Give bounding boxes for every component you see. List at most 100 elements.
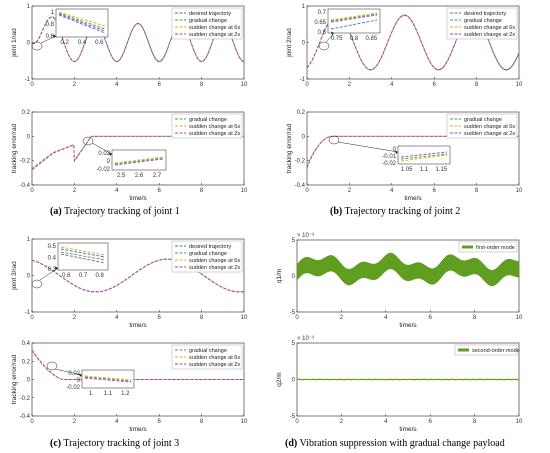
a-top-zoom-circle (31, 41, 43, 51)
b-bot-legend-box (446, 113, 518, 139)
caption-d: (d) Vibration suppression with gradual c… (285, 438, 505, 449)
c-top-xtick-label: 8 (200, 315, 204, 321)
a-top-inset-xtick: 0.2 (60, 40, 69, 46)
d-top-plot-area (297, 252, 519, 287)
b-top-xtick-label: 6 (433, 82, 437, 88)
c-top-ytick-label: -1 (25, 310, 31, 316)
d-bot-xtick-label: 10 (516, 419, 523, 425)
b-top-xtick-label: 0 (305, 82, 309, 88)
d-top-ytick-label: 0 (292, 274, 296, 280)
c-bot-legend-label: sudden change at 6s (189, 355, 240, 361)
d-bot-xtick-label: 8 (473, 419, 477, 425)
a-bot-inset-xtick: 2.5 (117, 173, 126, 179)
b-top-inset-series (330, 19, 378, 30)
a-top-xtick-label: 4 (115, 82, 119, 88)
c-bot-xtick-label: 6 (158, 419, 162, 425)
a-bot-ytick-label: -0.4 (20, 183, 31, 189)
d-bot-ytick-label: -5 (290, 414, 296, 420)
a-top-inset-ytick: 0.6 (46, 34, 55, 40)
d-top-xtick-label: 8 (473, 315, 477, 321)
b-bot-ytick-label: 0 (302, 134, 306, 140)
d-bot-xtick-label: 6 (429, 419, 433, 425)
b-top-xtick-label: 2 (348, 82, 352, 88)
b-top-xtick-label: 4 (390, 82, 394, 88)
c-top-legend-box (171, 240, 243, 273)
b-top-xtick-label: 8 (475, 82, 479, 88)
c-top-inset-xtick: 0.8 (95, 273, 104, 279)
b-top-inset-ytick: 0.6 (318, 30, 327, 36)
b-bot-xtick-label: 2 (348, 188, 352, 194)
a-bot-xtick-label: 6 (158, 188, 162, 194)
d-top-xtick-label: 2 (340, 315, 344, 321)
b-top-xtick-label: 10 (516, 82, 523, 88)
d-top-series-0 (297, 252, 519, 287)
a-bot-xtick-label: 10 (241, 188, 248, 194)
a-bot-inset-series (114, 158, 164, 166)
a-bot-xtick-label: 2 (73, 188, 77, 194)
c-bot-xlabel: time/s (129, 426, 147, 433)
c-top-series-3 (32, 258, 244, 293)
b-top-ytick-label: -1 (300, 77, 306, 83)
c-top-inset-series (60, 248, 106, 258)
a-bot-legend-label: sudden change at 2s (189, 131, 240, 137)
b-bot-xtick-label: 4 (390, 188, 394, 194)
c-bot-zoom-arrowhead (79, 373, 82, 377)
c-bot-inset-xtick: 1.1 (104, 391, 113, 397)
a-bot-inset-ytick: 0.02 (98, 151, 110, 157)
b-top-ytick-label: 1 (302, 4, 306, 10)
b-bot-inset-series (400, 154, 448, 162)
c-bot-inset-xtick: 1.2 (121, 391, 130, 397)
a-top-inset-ytick: 0.8 (46, 22, 55, 28)
c-bot-inset-series (84, 376, 132, 382)
c-top-ytick-label: 1 (27, 237, 31, 243)
a-top-inset-xtick: 0.4 (78, 40, 87, 46)
c-bot-ytick-label: 0.4 (22, 341, 31, 347)
c-top-legend-label: sudden change at 6s (189, 258, 240, 264)
b-bot-inset-ytick: -0.01 (382, 154, 396, 160)
b-bot-inset-ytick: -0.02 (382, 161, 396, 167)
c-bot-inset-xtick: 1 (89, 391, 93, 397)
a-top-plot-area (32, 16, 244, 63)
a-bot-xtick-label: 8 (200, 188, 204, 194)
b-bot-legend-label: sudden change at 6s (464, 124, 515, 130)
c-bot-ytick-label: 0.2 (22, 359, 31, 365)
a-top-zoom-arrow (40, 35, 57, 44)
c-top-inset-series (60, 251, 106, 261)
c-top-inset-series (60, 253, 106, 264)
b-bot-inset-frame (397, 145, 451, 165)
b-top-ytick-label: 0 (302, 41, 306, 47)
a-top-xtick-label: 2 (73, 82, 77, 88)
b-top-ylabel: joint 2/rad (286, 28, 293, 58)
c-top-zoom-arrowhead (55, 266, 58, 270)
a-top-series-3 (32, 16, 244, 63)
d-top-ytick-label: -5 (290, 310, 296, 316)
a-top-legend-label: gradual change (189, 18, 227, 24)
b-top-zoom-arrowhead (331, 31, 334, 35)
b-top-legend-box (446, 7, 518, 40)
b-bot-ytick-label: -0.2 (295, 159, 306, 165)
c-top-legend-label: gradual change (189, 251, 227, 257)
d-top-ylabel: q1/m (276, 269, 283, 283)
d-bot-xlabel: time/s (399, 426, 417, 433)
c-top-legend-label: desired trajectory (189, 244, 231, 250)
b-top-inset-xtick: 0.85 (365, 36, 377, 42)
b-bot-legend-label: gradual change (464, 117, 502, 123)
c-top-inset-ytick: 0.5 (48, 244, 57, 250)
d-top-xlabel: time/s (399, 322, 417, 329)
b-bot-xtick-label: 8 (475, 188, 479, 194)
b-bot-inset-series (400, 151, 448, 158)
c-bot-series-2 (32, 349, 244, 380)
b-bot-inset-ytick: 0 (393, 147, 397, 153)
b-bot-zoom-arrow (337, 141, 399, 153)
a-bot-inset-xtick: 2.6 (135, 173, 144, 179)
d-bot-legend-label: second-order mode (472, 348, 520, 354)
d-bot-ytick-label: 5 (292, 341, 296, 347)
c-bot-xtick-label: 10 (241, 419, 248, 425)
b-bot-inset-series (400, 153, 448, 160)
c-top-legend-label: sudden change at 2s (189, 265, 240, 271)
a-bot-zoom-arrowhead (109, 152, 112, 156)
c-bot-legend-label: sudden change at 2s (189, 362, 240, 368)
a-top-legend-label: sudden change at 6s (189, 25, 240, 31)
b-bot-xlabel: time/s (404, 195, 422, 202)
